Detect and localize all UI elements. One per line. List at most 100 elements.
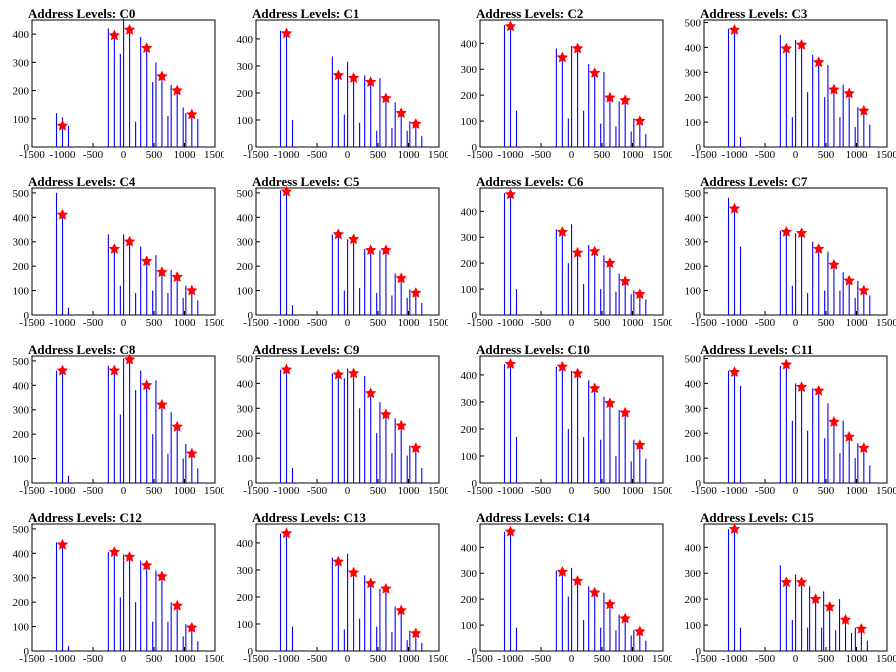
marker-star xyxy=(728,523,741,535)
y-tick-label: 300 xyxy=(461,64,478,76)
chart-svg: 0 100 200 300 400 -1500 -1000 -500 0 500 1000 1500 xyxy=(461,523,672,665)
chart-panel-c14: 0 100 200 300 400 -1500 -1000 -500 0 500 1000 1500 A… xyxy=(448,504,673,672)
x-tick-label: -1500 xyxy=(243,149,269,161)
marker-star xyxy=(280,27,293,39)
marker-star xyxy=(619,94,631,106)
x-tick-label: 500 xyxy=(146,653,163,665)
y-tick-label: 400 xyxy=(685,542,702,554)
marker-star xyxy=(780,576,793,588)
marker-star xyxy=(156,266,168,278)
chart-panel-c13: 0 100 200 300 400 -1500 -1000 -500 0 500 1000 1500 A… xyxy=(224,504,449,672)
marker-star xyxy=(504,20,517,32)
marker-star xyxy=(108,545,121,558)
chart-svg: 0 100 200 300 400 -1500 -1000 -500 0 500 1000 1500 xyxy=(13,18,224,161)
marker-star xyxy=(123,23,136,35)
chart-svg: 0 100 200 300 400 500 -1500 -1000 -500 0 500 1000 15… xyxy=(13,187,224,329)
marker-star xyxy=(108,242,121,255)
marker-star xyxy=(171,420,183,432)
marker-star xyxy=(280,363,293,375)
y-tick-label: 0 xyxy=(24,646,30,658)
marker-star xyxy=(171,84,183,96)
x-tick-label: 1000 xyxy=(846,653,869,665)
y-tick-label: 200 xyxy=(685,261,702,273)
marker-star xyxy=(843,87,855,99)
x-tick-label: -1500 xyxy=(691,653,717,665)
marker-star xyxy=(728,23,741,35)
x-tick-label: 500 xyxy=(146,485,163,497)
x-tick-label: 1500 xyxy=(428,149,448,161)
x-tick-label: -1500 xyxy=(691,485,717,497)
x-tick-label: -1000 xyxy=(274,653,300,665)
chart-title: Address Levels: C1 xyxy=(252,6,360,21)
marker-star xyxy=(604,257,616,269)
chart-title: Address Levels: C9 xyxy=(252,342,360,357)
marker-star xyxy=(347,367,360,379)
marker-star xyxy=(364,387,377,399)
y-tick-label: 400 xyxy=(13,548,30,560)
marker-star xyxy=(156,70,168,82)
y-tick-label: 0 xyxy=(472,478,478,490)
x-tick-label: -500 xyxy=(755,653,776,665)
y-tick-label: 0 xyxy=(248,646,254,658)
marker-star xyxy=(619,612,631,624)
marker-star xyxy=(809,593,822,605)
chart-svg: 0 100 200 300 400 500 -1500 -1000 -500 0 500 1000 15… xyxy=(237,185,448,329)
y-tick-label: 400 xyxy=(461,370,478,382)
y-tick-label: 0 xyxy=(24,142,30,154)
y-tick-label: 400 xyxy=(237,34,254,46)
x-tick-label: 1500 xyxy=(652,653,672,665)
x-tick-label: 0 xyxy=(793,149,799,161)
marker-star xyxy=(410,627,422,639)
x-tick-label: -1000 xyxy=(50,317,76,329)
x-tick-label: 0 xyxy=(793,485,799,497)
y-tick-label: 0 xyxy=(696,142,702,154)
y-tick-label: 200 xyxy=(237,261,254,273)
x-tick-label: 1500 xyxy=(428,653,448,665)
marker-star xyxy=(728,202,741,214)
y-tick-label: 100 xyxy=(685,620,702,632)
x-tick-label: 500 xyxy=(146,317,163,329)
chart-title: Address Levels: C4 xyxy=(28,174,136,189)
x-tick-label: 500 xyxy=(594,149,611,161)
x-tick-label: 1500 xyxy=(428,317,448,329)
marker-star xyxy=(504,525,517,537)
marker-star xyxy=(604,91,616,103)
marker-star xyxy=(156,570,168,582)
chart-panel-c6: 0 100 200 300 400 -1500 -1000 -500 0 500 1000 1500 A… xyxy=(448,168,673,336)
x-tick-label: -1000 xyxy=(722,485,748,497)
x-tick-label: -500 xyxy=(307,485,328,497)
marker-star xyxy=(380,582,392,594)
marker-star xyxy=(410,117,422,129)
x-tick-label: 1000 xyxy=(174,653,197,665)
y-tick-label: 100 xyxy=(461,116,478,128)
x-tick-label: -500 xyxy=(307,317,328,329)
marker-star xyxy=(828,258,840,270)
y-tick-label: 400 xyxy=(237,212,254,224)
y-tick-label: 300 xyxy=(685,403,702,415)
chart-title: Address Levels: C15 xyxy=(700,510,814,525)
y-tick-label: 300 xyxy=(461,568,478,580)
chart-panel-c12: 0 100 200 300 400 500 -1500 -1000 -500 0 500 1000 15… xyxy=(0,504,225,672)
y-tick-label: 0 xyxy=(248,310,254,322)
x-tick-label: 500 xyxy=(146,149,163,161)
y-tick-label: 400 xyxy=(685,378,702,390)
x-tick-label: 500 xyxy=(818,653,835,665)
x-tick-label: -500 xyxy=(83,485,104,497)
marker-star xyxy=(604,397,616,409)
x-tick-label: 500 xyxy=(370,485,387,497)
x-tick-label: -1000 xyxy=(722,149,748,161)
y-tick-label: 300 xyxy=(685,568,702,580)
y-tick-label: 100 xyxy=(237,115,254,127)
x-tick-label: 0 xyxy=(569,485,575,497)
marker-star xyxy=(140,559,153,571)
x-tick-label: -1500 xyxy=(467,317,493,329)
marker-star xyxy=(780,42,793,54)
marker-star xyxy=(634,439,646,451)
x-tick-label: 1000 xyxy=(174,149,197,161)
marker-star xyxy=(839,613,852,625)
x-tick-label: 500 xyxy=(594,317,611,329)
x-tick-label: -500 xyxy=(307,149,328,161)
marker-star xyxy=(858,442,870,454)
x-tick-label: 1000 xyxy=(846,149,869,161)
y-tick-label: 400 xyxy=(13,212,30,224)
